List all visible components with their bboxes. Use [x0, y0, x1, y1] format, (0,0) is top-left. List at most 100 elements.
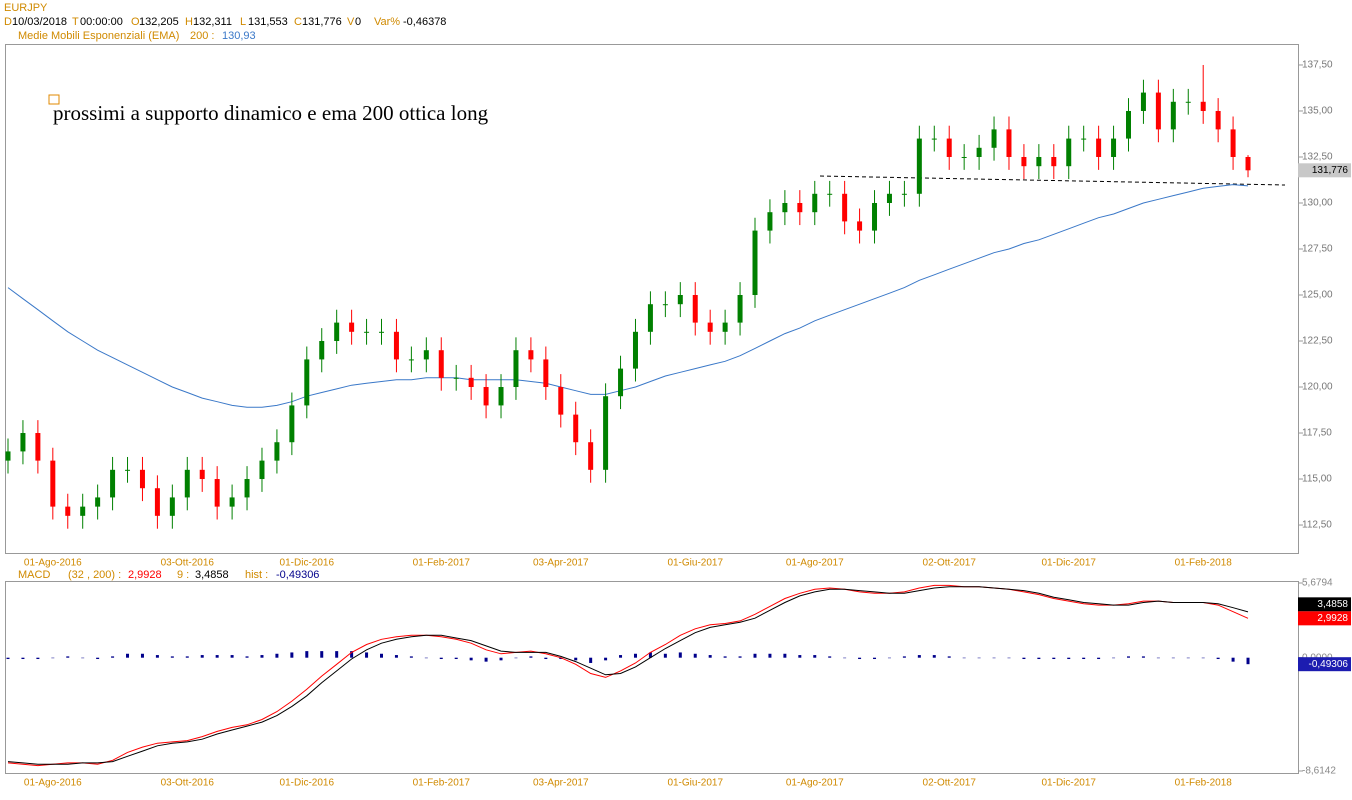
candle-body: [319, 341, 325, 360]
hist-bar: [992, 657, 996, 659]
hist-bar: [1186, 657, 1190, 659]
symbol: EURJPY: [4, 2, 48, 14]
candle-body: [558, 387, 564, 415]
hist-bar: [335, 651, 339, 658]
candle-body: [662, 304, 668, 306]
hist-bar: [902, 656, 906, 658]
x-tick-label: 01-Dic-2016: [280, 558, 335, 569]
x-tick-label: 01-Ago-2017: [786, 558, 844, 569]
candle-body: [1126, 110, 1131, 139]
candle-body: [1185, 101, 1191, 103]
macd-line: [7, 584, 1249, 767]
hist-bar: [81, 657, 85, 659]
field-value: 131,553: [248, 16, 288, 28]
hist-box: -0,49306: [1309, 659, 1349, 670]
hist-bar: [1052, 657, 1056, 660]
hist-bar: [1127, 656, 1130, 658]
candle-body: [528, 350, 534, 360]
candle-body: [1066, 138, 1072, 167]
hist-bar: [977, 657, 981, 659]
hist-bar: [1007, 657, 1011, 659]
hist-bar: [604, 657, 608, 661]
hist-bar: [394, 655, 398, 658]
macd-last: 2,9928: [128, 569, 162, 581]
hist-bar: [619, 655, 623, 658]
candle-body: [827, 193, 833, 195]
hist-bar: [1156, 657, 1160, 659]
x-tick-label: 02-Ott-2017: [923, 778, 977, 789]
hist-bar: [260, 655, 264, 658]
x-tick-label: 01-Dic-2017: [1041, 558, 1096, 569]
candle-body: [782, 202, 788, 213]
x-tick-label: 01-Feb-2018: [1175, 778, 1233, 789]
annotation-marker: [48, 94, 60, 105]
candle-body: [184, 469, 190, 498]
candle-body: [931, 138, 937, 140]
y-tick-label: 120,00: [1302, 382, 1333, 393]
hist-bar: [36, 657, 40, 660]
hist-bar: [1082, 657, 1086, 660]
ema-line: [7, 184, 1249, 408]
candle-body: [737, 295, 743, 323]
y-tick-label: 127,50: [1302, 244, 1333, 255]
hist-bar: [21, 657, 25, 660]
hist-bar: [1201, 657, 1205, 659]
hist-bar: [439, 657, 443, 660]
candle-body: [1155, 92, 1161, 130]
hist-bar: [723, 656, 727, 658]
hist-bar: [633, 653, 637, 658]
candle-body: [886, 193, 892, 203]
candle-body: [199, 469, 205, 480]
candle-body: [214, 479, 220, 507]
macd-panel: [5, 581, 1299, 774]
candle-body: [35, 433, 41, 461]
x-tick-label: 01-Giu-2017: [667, 558, 723, 569]
field-value: 10/03/2018: [12, 16, 67, 28]
candle-body: [752, 230, 758, 296]
y-tick-label: 112,50: [1302, 520, 1332, 531]
hist-bar: [828, 656, 832, 658]
candle-body: [976, 147, 982, 157]
hist-legend: hist :: [245, 569, 268, 581]
candle-body: [1170, 101, 1176, 130]
hist-bar: [947, 656, 951, 658]
y-tick-label: 122,50: [1302, 336, 1333, 347]
candle-body: [229, 497, 235, 507]
hist-bar: [753, 653, 757, 658]
x-tick-label: 01-Feb-2017: [413, 558, 471, 569]
candle-body: [423, 350, 429, 360]
candle-body: [244, 479, 250, 498]
candle-body: [483, 387, 489, 406]
hist-bar: [887, 657, 891, 659]
support-line: [819, 175, 1286, 186]
field-label: T: [72, 16, 79, 28]
candle-body: [80, 506, 86, 516]
hist-bar: [380, 653, 383, 658]
field-value: 131,776: [302, 16, 342, 28]
field-value: 00:00:00: [80, 16, 123, 28]
hist-bar: [559, 657, 563, 660]
x-tick-label: 03-Ott-2016: [161, 558, 215, 569]
candle-body: [901, 193, 907, 195]
hist-bar: [917, 655, 921, 658]
candle-body: [259, 460, 265, 480]
y-tick-label: 130,00: [1302, 198, 1333, 209]
signal-box: 3,4858: [1317, 599, 1348, 610]
hist-bar: [499, 657, 503, 661]
x-tick-label: 01-Ago-2016: [24, 778, 82, 789]
candle-body: [1111, 138, 1117, 157]
candle-body: [379, 331, 384, 333]
hist-bar: [693, 653, 697, 658]
y-tick-label: 125,00: [1302, 290, 1333, 301]
hist-bar: [873, 657, 877, 660]
hist-bar: [185, 656, 189, 658]
candle-body: [1081, 138, 1087, 140]
x-tick-label: 01-Dic-2017: [1041, 778, 1096, 789]
hist-bar: [798, 655, 802, 658]
candle-body: [393, 331, 399, 360]
candle-body: [1200, 101, 1206, 111]
hist-bar: [215, 655, 219, 658]
hist-bar: [1171, 657, 1175, 659]
candle-body: [618, 368, 624, 397]
field-value: 132,205: [139, 16, 179, 28]
